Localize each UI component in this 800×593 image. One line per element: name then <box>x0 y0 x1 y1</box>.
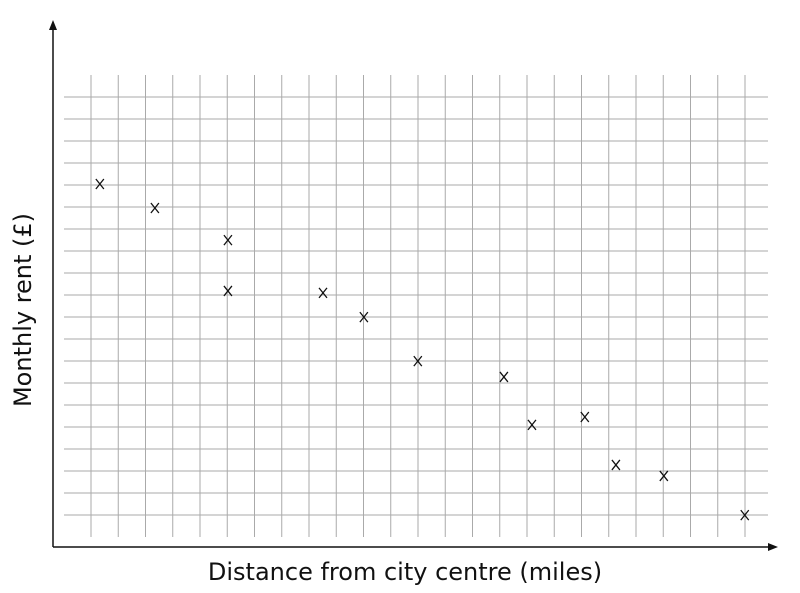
point <box>223 234 233 246</box>
point-stroke <box>527 419 537 431</box>
point <box>95 178 105 190</box>
point-stroke <box>223 285 233 297</box>
point <box>223 285 233 297</box>
point-stroke <box>659 470 669 482</box>
point <box>318 287 328 299</box>
point-stroke <box>318 287 328 299</box>
y-axis-arrow <box>49 20 57 30</box>
point <box>611 459 621 471</box>
point-stroke <box>611 459 621 471</box>
grid <box>64 75 768 537</box>
point <box>527 419 537 431</box>
point-stroke <box>580 411 590 423</box>
y-axis-label: Monthly rent (£) <box>9 213 37 407</box>
point-stroke <box>223 234 233 246</box>
point <box>499 371 509 383</box>
point-stroke <box>150 202 160 214</box>
point <box>659 470 669 482</box>
point <box>413 355 423 367</box>
point-stroke <box>359 311 369 323</box>
x-axis-arrow <box>768 543 778 551</box>
point <box>150 202 160 214</box>
point <box>740 509 750 521</box>
point <box>359 311 369 323</box>
point <box>580 411 590 423</box>
point-stroke <box>740 509 750 521</box>
point-stroke <box>413 355 423 367</box>
point-stroke <box>499 371 509 383</box>
point-stroke <box>95 178 105 190</box>
x-axis-label: Distance from city centre (miles) <box>208 558 602 586</box>
